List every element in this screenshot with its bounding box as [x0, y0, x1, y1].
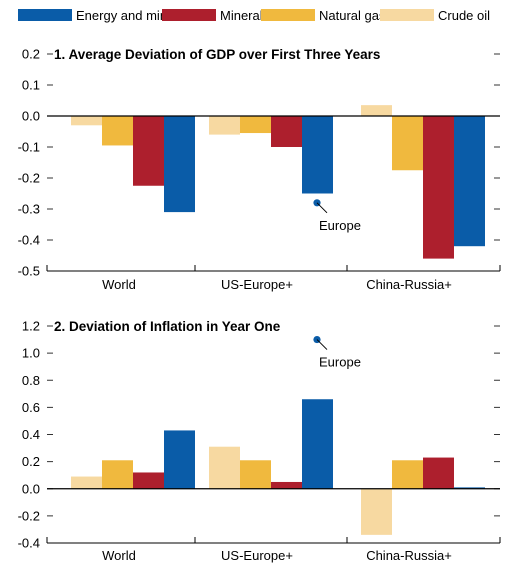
bar-energy-and-minerals	[302, 399, 333, 489]
bar-natural-gas	[392, 460, 423, 489]
category-label: World	[102, 277, 136, 292]
bar-crude-oil	[361, 105, 392, 116]
y-tick-label: 0.1	[22, 78, 40, 93]
y-tick-label: -0.4	[18, 233, 40, 248]
bar-energy-and-minerals	[454, 116, 485, 247]
legend: Energy and minerals Minerals Natural gas Cr…	[18, 8, 490, 23]
panel-title: 2. Deviation of Inflation in Year One	[54, 319, 281, 334]
bar-crude-oil	[71, 476, 102, 489]
bar-energy-and-minerals	[302, 116, 333, 194]
bar-natural-gas	[240, 460, 271, 489]
y-tick-label: 0.2	[22, 454, 40, 469]
bar-crude-oil	[361, 488, 392, 535]
panel-inflation: 1.2 1.0 0.8 0.6 0.4 0.2 0.0 -0.2 -0.4 2. Deviatio…	[18, 319, 501, 563]
category-label: China-Russia+	[366, 277, 452, 292]
category-label: China-Russia+	[366, 548, 452, 563]
legend-swatch-energy-and-minerals	[18, 9, 72, 21]
y-tick-label: -0.4	[18, 536, 40, 551]
annotation-leader	[316, 339, 328, 350]
category-label: US-Europe+	[221, 548, 293, 563]
category-label: World	[102, 548, 136, 563]
bar-natural-gas	[240, 116, 271, 134]
annotation-label: Europe	[319, 355, 361, 370]
y-tick-label: -0.5	[18, 264, 40, 279]
y-tick-label: 0.0	[22, 109, 40, 124]
legend-swatch-minerals	[162, 9, 216, 21]
y-tick-label: 0.2	[22, 47, 40, 62]
y-tick-label: 0.6	[22, 400, 40, 415]
legend-swatch-natural-gas	[261, 9, 315, 21]
bar-natural-gas	[102, 116, 133, 146]
y-tick-label: -0.3	[18, 202, 40, 217]
y-tick-label: 1.0	[22, 346, 40, 361]
legend-label-natural-gas: Natural gas	[319, 8, 386, 23]
bar-minerals	[271, 116, 302, 147]
bar-minerals	[423, 457, 454, 489]
legend-swatch-crude-oil	[380, 9, 434, 21]
bar-minerals	[423, 116, 454, 259]
bar-minerals	[133, 116, 164, 186]
y-tick-label: 0.4	[22, 427, 40, 442]
bar-energy-and-minerals	[454, 487, 485, 489]
bar-crude-oil	[209, 116, 240, 135]
bar-energy-and-minerals	[164, 116, 195, 213]
panel-gdp: 0.2 0.1 0.0 -0.1 -0.2 -0.3 -0.4 -0.5 1. Average …	[18, 47, 501, 292]
bar-minerals	[133, 472, 164, 489]
y-tick-label: -0.2	[18, 171, 40, 186]
bar-minerals	[271, 481, 302, 489]
annotation-label: Europe	[319, 218, 361, 233]
y-tick-label: 1.2	[22, 319, 40, 334]
legend-label-minerals: Minerals	[220, 8, 270, 23]
bar-crude-oil	[209, 446, 240, 489]
bar-crude-oil	[71, 116, 102, 126]
category-label: US-Europe+	[221, 277, 293, 292]
panel-title: 1. Average Deviation of GDP over First T…	[54, 47, 380, 62]
bar-energy-and-minerals	[164, 430, 195, 489]
y-tick-label: -0.2	[18, 508, 40, 523]
bar-natural-gas	[392, 116, 423, 171]
y-tick-label: 0.0	[22, 481, 40, 496]
bar-natural-gas	[102, 460, 133, 489]
legend-label-crude-oil: Crude oil	[438, 8, 490, 23]
y-tick-label: 0.8	[22, 373, 40, 388]
y-tick-label: -0.1	[18, 140, 40, 155]
annotation-leader	[316, 202, 328, 214]
